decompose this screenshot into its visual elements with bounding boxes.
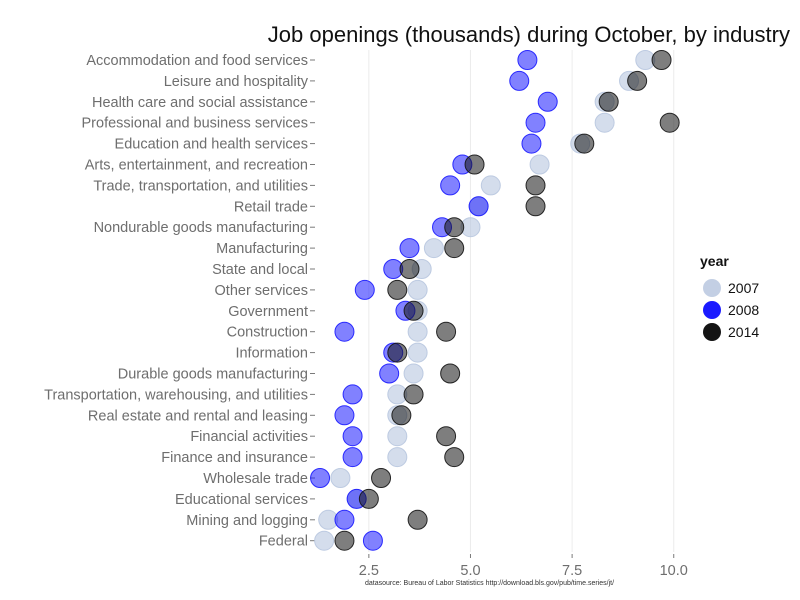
category-label-education-and-health-services: Education and health services: [115, 137, 308, 153]
point-2014-durable-goods-manufacturing: [440, 363, 461, 384]
point-2008-retail-trade: [468, 196, 489, 217]
point-2014-leisure-and-hospitality: [627, 70, 648, 91]
category-label-mining-and-logging: Mining and logging: [186, 513, 308, 529]
legend-swatch-2008: [703, 301, 721, 319]
category-label-manufacturing: Manufacturing: [216, 241, 308, 257]
point-2008-durable-goods-manufacturing: [379, 363, 400, 384]
point-2014-transportation-warehousing-and-utilities: [403, 384, 424, 405]
category-label-leisure-and-hospitality: Leisure and hospitality: [164, 74, 309, 90]
category-label-real-estate-and-rental-and-leasing: Real estate and rental and leasing: [88, 408, 308, 424]
point-2008-health-care-and-social-assistance: [537, 91, 558, 112]
category-label-other-services: Other services: [215, 283, 308, 299]
point-2008-manufacturing: [399, 238, 420, 259]
category-label-government: Government: [228, 304, 308, 320]
point-2008-finance-and-insurance: [342, 447, 363, 468]
category-label-durable-goods-manufacturing: Durable goods manufacturing: [118, 367, 308, 383]
point-2007-construction: [407, 321, 428, 342]
chart-title: Job openings (thousands) during October,…: [268, 22, 790, 47]
x-ticks: 2.5 5.0 7.5 10.0: [359, 554, 688, 579]
x-tick-label: 5.0: [460, 563, 480, 579]
legend-label-2014: 2014: [728, 324, 759, 340]
point-2007-information: [407, 342, 428, 363]
point-2014-accommodation-and-food-services: [651, 50, 672, 70]
category-label-construction: Construction: [227, 325, 308, 341]
category-label-professional-and-business-services: Professional and business services: [82, 116, 308, 132]
point-2014-education-and-health-services: [574, 133, 595, 154]
point-2014-government: [403, 300, 424, 321]
point-2008-professional-and-business-services: [525, 112, 546, 133]
category-label-wholesale-trade: Wholesale trade: [203, 471, 308, 487]
point-2008-accommodation-and-food-services: [517, 50, 538, 70]
point-2014-manufacturing: [444, 238, 465, 259]
category-label-arts-entertainment-and-recreation: Arts, entertainment, and recreation: [85, 158, 308, 174]
category-label-retail-trade: Retail trade: [234, 199, 308, 215]
legend-label-2008: 2008: [728, 302, 759, 318]
point-2014-professional-and-business-services: [659, 112, 680, 133]
point-2014-nondurable-goods-manufacturing: [444, 217, 465, 238]
point-2014-financial-activities: [436, 426, 457, 447]
point-2008-education-and-health-services: [521, 133, 542, 154]
point-2007-manufacturing: [423, 238, 444, 259]
category-label-health-care-and-social-assistance: Health care and social assistance: [92, 95, 308, 111]
point-2007-other-services: [407, 279, 428, 300]
category-label-state-and-local: State and local: [212, 262, 308, 278]
legend: year 2007 2008 2014: [700, 253, 759, 341]
category-label-educational-services: Educational services: [175, 492, 308, 508]
point-2008-financial-activities: [342, 426, 363, 447]
point-2007-federal: [314, 530, 335, 551]
point-2007-durable-goods-manufacturing: [403, 363, 424, 384]
point-2008-mining-and-logging: [334, 509, 355, 530]
x-tick-label: 2.5: [359, 563, 379, 579]
gridlines: [368, 50, 675, 552]
x-tick-label: 7.5: [562, 563, 582, 579]
point-2007-finance-and-insurance: [387, 447, 408, 468]
category-label-federal: Federal: [259, 534, 308, 550]
legend-swatch-2014: [703, 323, 721, 341]
legend-swatch-2007: [703, 279, 721, 297]
category-label-nondurable-goods-manufacturing: Nondurable goods manufacturing: [94, 220, 308, 236]
point-2007-arts-entertainment-and-recreation: [529, 154, 550, 175]
point-2014-federal: [334, 530, 355, 551]
point-2014-wholesale-trade: [371, 468, 392, 488]
point-2014-construction: [436, 321, 457, 342]
point-2008-trade-transportation-and-utilities: [440, 175, 461, 196]
point-2008-federal: [362, 530, 383, 551]
point-2008-transportation-warehousing-and-utilities: [342, 384, 363, 405]
legend-title: year: [700, 253, 729, 269]
point-2014-mining-and-logging: [407, 509, 428, 530]
category-label-finance-and-insurance: Finance and insurance: [161, 450, 308, 466]
point-2008-leisure-and-hospitality: [509, 70, 530, 91]
category-label-information: Information: [235, 346, 308, 362]
point-2007-trade-transportation-and-utilities: [480, 175, 501, 196]
point-2014-health-care-and-social-assistance: [598, 91, 619, 112]
point-2008-wholesale-trade: [310, 468, 331, 488]
point-2014-information: [387, 342, 408, 363]
category-labels: Accommodation and food services Leisure a…: [44, 53, 309, 550]
point-2008-real-estate-and-rental-and-leasing: [334, 405, 355, 426]
category-label-financial-activities: Financial activities: [190, 429, 308, 445]
data-points: [310, 50, 680, 551]
category-label-trade-transportation-and-utilities: Trade, transportation, and utilities: [93, 178, 308, 194]
point-2014-retail-trade: [525, 196, 546, 217]
point-2007-wholesale-trade: [330, 468, 351, 488]
point-2008-other-services: [354, 279, 375, 300]
point-2014-educational-services: [358, 488, 379, 509]
point-2014-real-estate-and-rental-and-leasing: [391, 405, 412, 426]
y-ticks: [310, 59, 315, 542]
data-source-note: datasource: Bureau of Labor Statistics h…: [365, 580, 614, 587]
point-2014-other-services: [387, 279, 408, 300]
point-2007-financial-activities: [387, 426, 408, 447]
x-tick-label: 10.0: [660, 563, 688, 579]
point-2014-finance-and-insurance: [444, 447, 465, 468]
category-label-accommodation-and-food-services: Accommodation and food services: [86, 53, 308, 69]
point-2014-arts-entertainment-and-recreation: [464, 154, 485, 175]
legend-label-2007: 2007: [728, 280, 759, 296]
point-2014-trade-transportation-and-utilities: [525, 175, 546, 196]
point-2007-professional-and-business-services: [594, 112, 615, 133]
point-2014-state-and-local: [399, 259, 420, 279]
category-label-transportation-warehousing-and-utilities: Transportation, warehousing, and utiliti…: [44, 387, 308, 403]
point-2008-construction: [334, 321, 355, 342]
